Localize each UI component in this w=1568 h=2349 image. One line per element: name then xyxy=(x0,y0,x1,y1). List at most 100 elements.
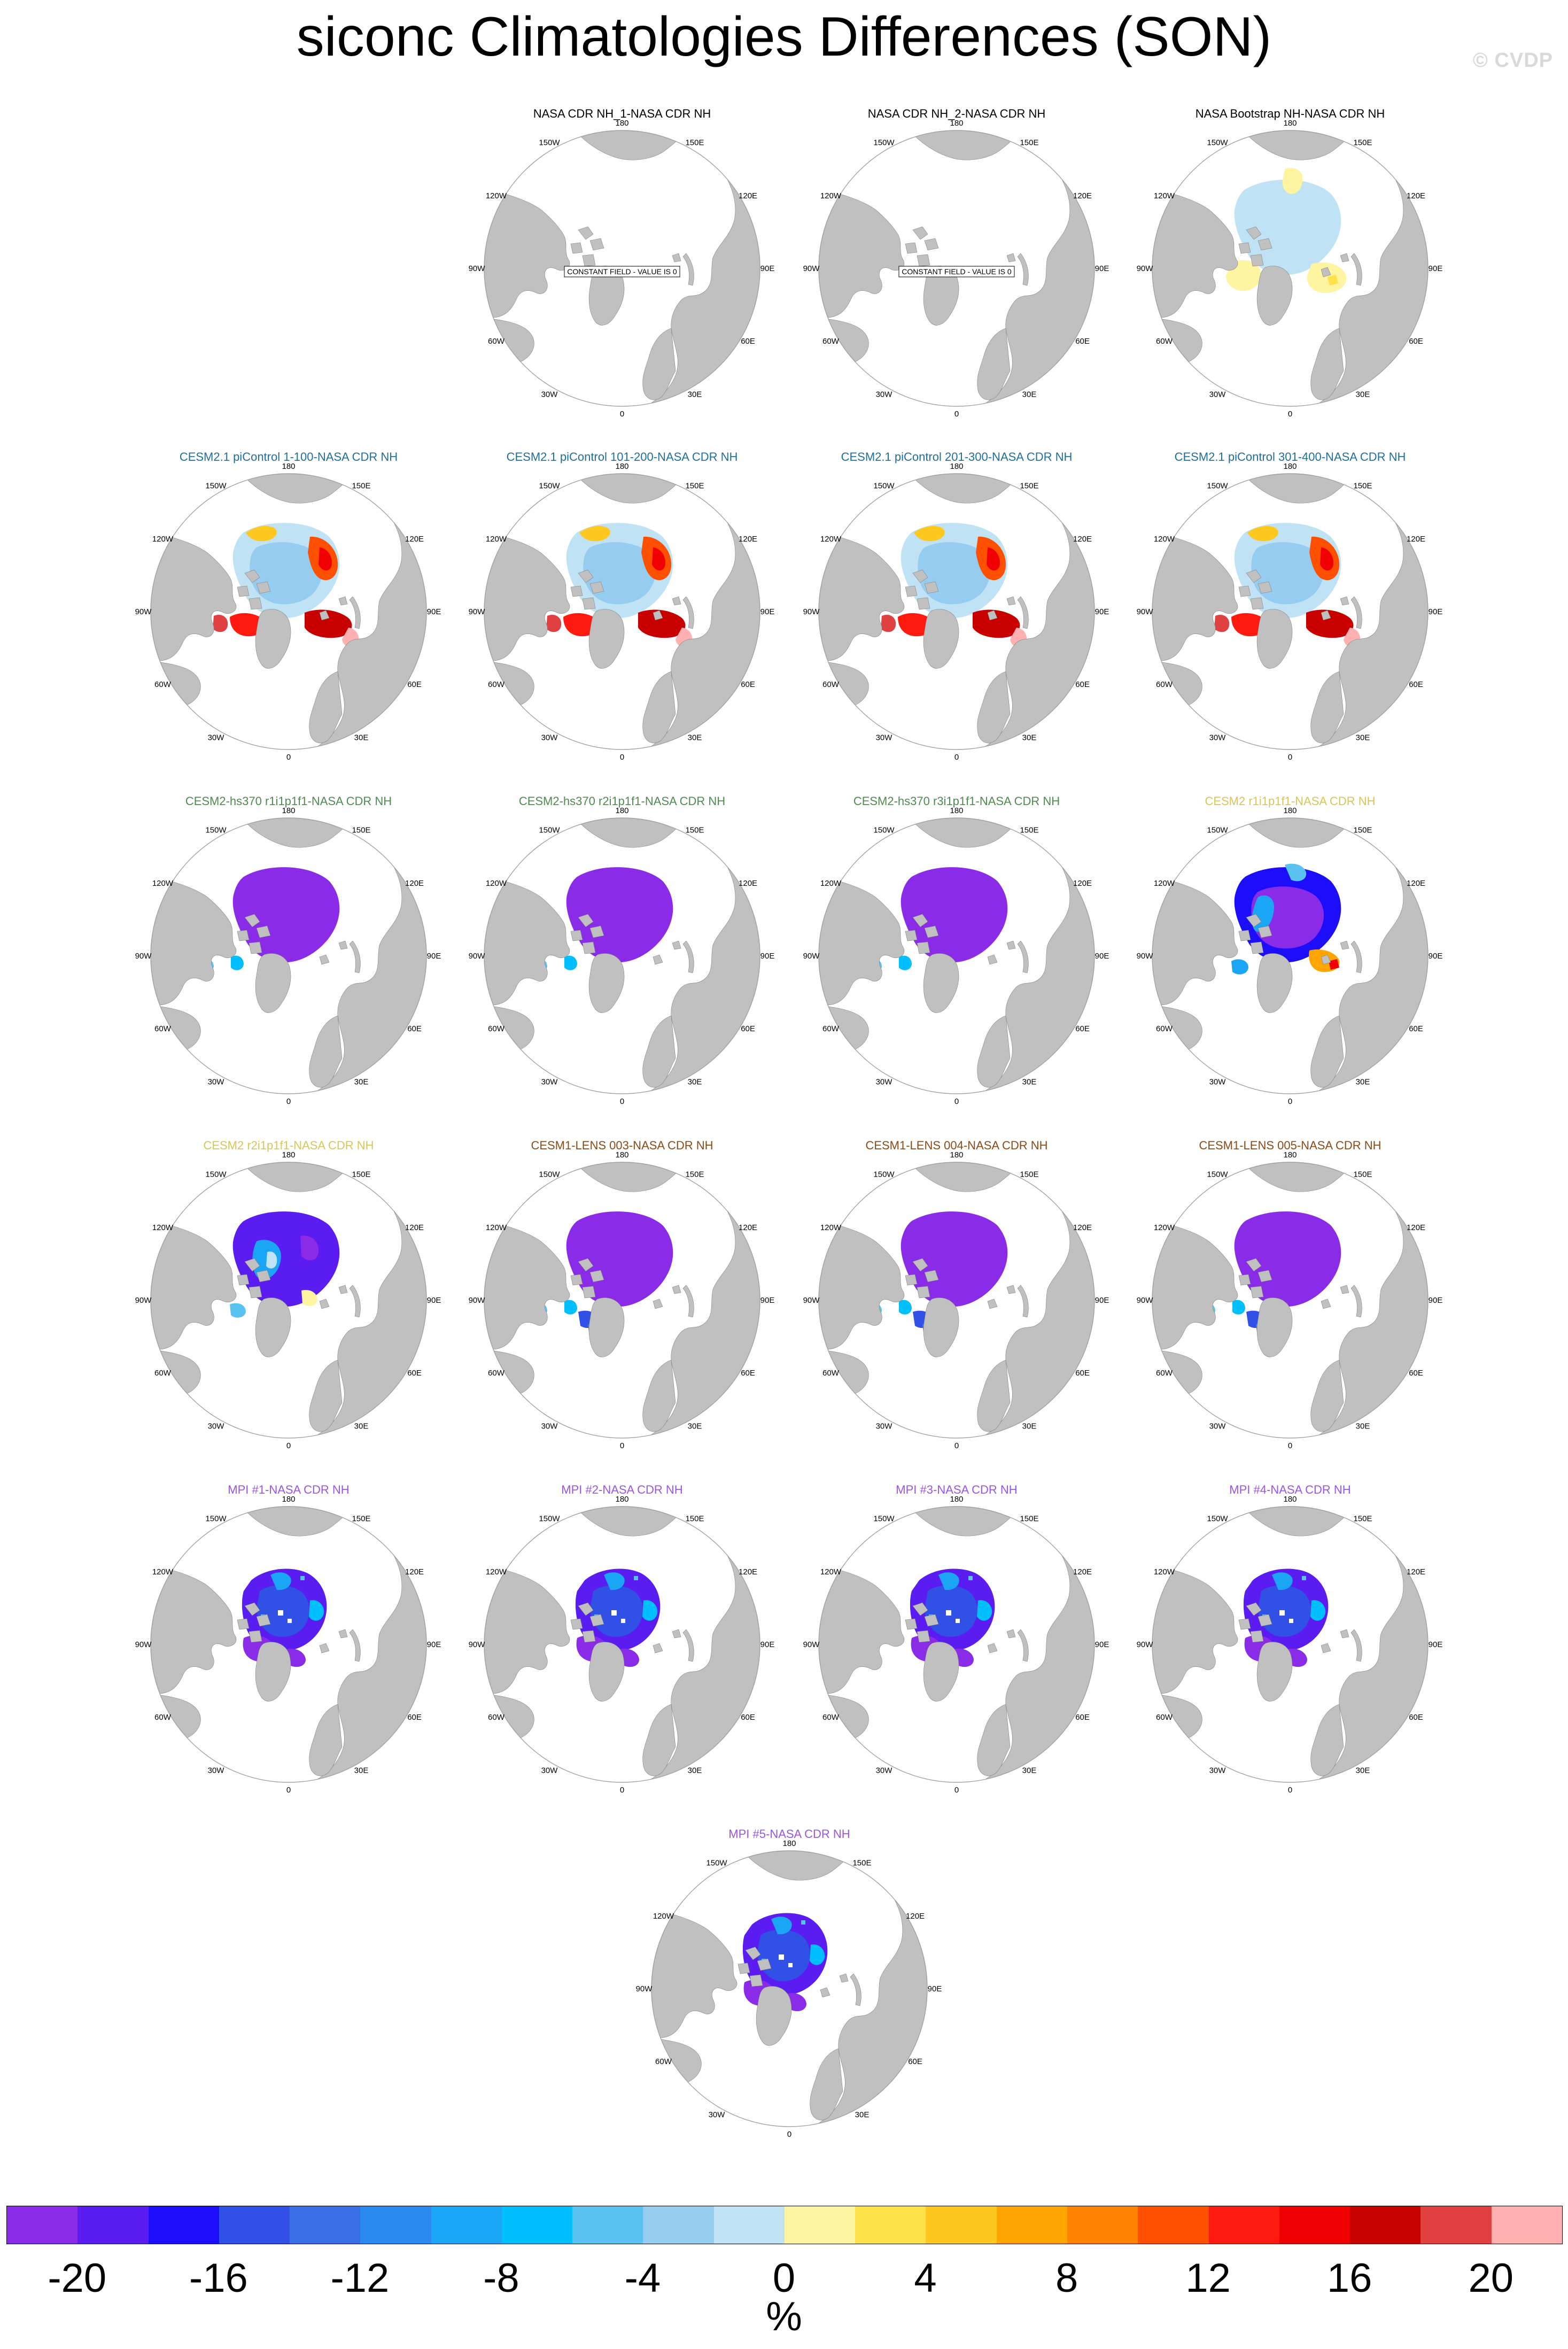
longitude-label: 30E xyxy=(1022,1766,1037,1775)
map-frame xyxy=(1152,1506,1429,1783)
longitude-label: 30W xyxy=(709,2111,726,2120)
colorbar-swatch xyxy=(572,2206,643,2244)
longitude-label: 60E xyxy=(908,2057,922,2066)
longitude-label: 30E xyxy=(688,390,702,399)
colorbar-tick: 12 xyxy=(1185,2255,1231,2301)
longitude-label: 150E xyxy=(685,1514,704,1523)
longitude-label: 30E xyxy=(688,1078,702,1087)
map-panel: CESM2.1 piControl 301-400-NASA CDR NH 180… xyxy=(1137,450,1443,762)
longitude-label: 150W xyxy=(539,825,560,834)
longitude-label: 90W xyxy=(1137,952,1154,961)
longitude-label: 180 xyxy=(950,462,963,471)
longitude-label: 120E xyxy=(1073,1567,1092,1577)
longitude-label: 150E xyxy=(685,481,704,490)
map-frame xyxy=(1152,473,1429,750)
longitude-label: 90E xyxy=(760,264,775,273)
polar-map: 180 150E 120E 90E 60E 30E 0 30W 60W 90W 120W 150W xyxy=(1137,119,1443,419)
longitude-label: 0 xyxy=(620,1786,624,1795)
longitude-label: 120W xyxy=(486,535,507,544)
longitude-label: 150W xyxy=(873,138,895,147)
longitude-label: 0 xyxy=(286,1441,291,1450)
longitude-label: 90E xyxy=(1095,1640,1109,1649)
longitude-label: 90W xyxy=(469,1296,486,1305)
longitude-label: 150W xyxy=(205,1514,227,1523)
longitude-label: 30E xyxy=(354,1422,369,1431)
longitude-label: 150E xyxy=(1353,1170,1372,1179)
colorbar-swatch xyxy=(219,2206,290,2244)
longitude-label: 120E xyxy=(1407,1567,1425,1577)
map-panel: CESM2.1 piControl 101-200-NASA CDR NH 180… xyxy=(469,450,775,762)
colorbar-tick: -8 xyxy=(483,2255,519,2301)
panel-title: CESM2.1 piControl 201-300-NASA CDR NH xyxy=(841,450,1073,463)
longitude-label: 60W xyxy=(488,1369,505,1378)
colorbar-tick: -16 xyxy=(189,2255,248,2301)
map-frame xyxy=(818,1162,1095,1439)
longitude-label: 150W xyxy=(1207,481,1228,490)
colorbar-swatch xyxy=(996,2206,1067,2244)
longitude-label: 90W xyxy=(803,607,820,616)
longitude-label: 120W xyxy=(152,1567,174,1577)
polar-map: 180 150E 120E 90E 60E 30E 0 30W 60W 90W 120W 150W xyxy=(469,1150,775,1450)
longitude-label: 30W xyxy=(208,733,225,743)
colorbar-swatch xyxy=(713,2206,785,2244)
longitude-label: 60E xyxy=(1409,1024,1423,1033)
colorbar-tick: -4 xyxy=(624,2255,661,2301)
polar-map: 180 150E 120E 90E 60E 30E 0 30W 60W 90W 120W 150W xyxy=(803,806,1109,1106)
longitude-label: 30E xyxy=(855,2111,870,2120)
longitude-label: 150E xyxy=(352,481,370,490)
panel-title: CESM2 r2i1p1f1-NASA CDR NH xyxy=(203,1139,374,1152)
longitude-label: 120E xyxy=(1407,879,1425,888)
longitude-label: 30E xyxy=(1022,1078,1037,1087)
longitude-label: 90W xyxy=(1137,1296,1154,1305)
longitude-label: 150W xyxy=(205,481,227,490)
longitude-label: 180 xyxy=(1283,1495,1297,1504)
colorbar-tick: -20 xyxy=(48,2255,107,2301)
longitude-label: 150W xyxy=(539,1170,560,1179)
polar-map: 180 150E 120E 90E 60E 30E 0 30W 60W 90W 120W 150W xyxy=(1137,1150,1443,1450)
longitude-label: 0 xyxy=(1288,1786,1292,1795)
longitude-label: 30W xyxy=(1209,1078,1227,1087)
longitude-label: 150E xyxy=(1353,825,1372,834)
longitude-label: 30W xyxy=(541,1422,558,1431)
longitude-label: 30W xyxy=(541,1766,558,1775)
longitude-label: 120E xyxy=(739,191,757,200)
longitude-label: 30W xyxy=(208,1078,225,1087)
longitude-label: 120W xyxy=(486,1223,507,1232)
figure-title: siconc Climatologies Differences (SON) xyxy=(296,6,1272,68)
longitude-label: 60E xyxy=(407,1024,422,1033)
map-frame xyxy=(484,817,760,1094)
longitude-label: 150W xyxy=(1207,1170,1228,1179)
longitude-label: 60E xyxy=(1075,680,1090,689)
map-panel: MPI #1-NASA CDR NH 180 150E 120E 90E 60E 30E 0 3… xyxy=(135,1483,441,1795)
longitude-label: 120W xyxy=(486,191,507,200)
longitude-label: 180 xyxy=(615,1495,628,1504)
map-frame xyxy=(818,1506,1095,1783)
longitude-label: 0 xyxy=(620,1441,624,1450)
longitude-label: 30E xyxy=(354,733,369,743)
longitude-label: 120E xyxy=(906,1912,925,1921)
polar-map: 180 150E 120E 90E 60E 30E 0 30W 60W 90W 120W 150W xyxy=(135,1495,441,1795)
longitude-label: 0 xyxy=(286,1097,291,1106)
sea-ice-anomaly xyxy=(230,1211,340,1318)
longitude-label: 30E xyxy=(688,1422,702,1431)
longitude-label: 90E xyxy=(1095,264,1109,273)
longitude-label: 120W xyxy=(820,879,842,888)
colorbar-units: % xyxy=(766,2294,802,2339)
longitude-label: 60W xyxy=(822,1024,840,1033)
longitude-label: 90E xyxy=(760,1640,775,1649)
longitude-label: 90W xyxy=(469,952,486,961)
longitude-label: 120E xyxy=(1407,1223,1425,1232)
longitude-label: 90W xyxy=(803,952,820,961)
longitude-label: 150E xyxy=(1020,138,1038,147)
longitude-label: 60E xyxy=(1075,1713,1090,1722)
colorbar-swatch xyxy=(1067,2206,1138,2244)
longitude-label: 180 xyxy=(1283,806,1297,815)
polar-map: 180 150E 120E 90E 60E 30E 0 30W 60W 90W 120W 150W CO… xyxy=(469,119,775,419)
longitude-label: 180 xyxy=(282,462,295,471)
longitude-label: 60E xyxy=(407,1369,422,1378)
map-panel: MPI #3-NASA CDR NH 180 150E 120E 90E 60E 30E 0 3… xyxy=(803,1483,1109,1795)
polar-map: 180 150E 120E 90E 60E 30E 0 30W 60W 90W 120W 150W xyxy=(469,1495,775,1795)
colorbar-swatch xyxy=(1279,2206,1350,2244)
colorbar-swatch xyxy=(148,2206,219,2244)
longitude-label: 180 xyxy=(950,119,963,128)
